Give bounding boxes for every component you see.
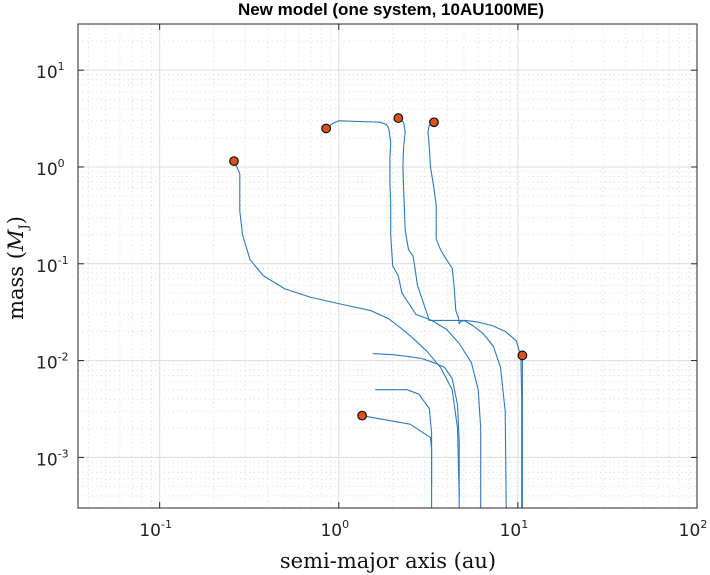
y-tick-label: 10-3 xyxy=(36,447,69,470)
x-axis-label: semi-major axis (au) xyxy=(280,549,496,573)
y-axis-label-text: mass xyxy=(4,266,28,320)
final-position-marker-2 xyxy=(321,123,332,134)
x-tick-base: 10 xyxy=(500,521,522,541)
x-tick-exponent: 2 xyxy=(700,518,707,531)
x-tick-label: 10-1 xyxy=(139,518,172,541)
x-tick-label: 101 xyxy=(500,518,529,541)
y-tick-exponent: -2 xyxy=(58,351,69,364)
chart-title: New model (one system, 10AU100ME) xyxy=(238,0,544,19)
y-axis-label-close-paren: ) xyxy=(4,216,28,224)
planet-track-4 xyxy=(233,160,460,496)
x-tick-exponent: 1 xyxy=(521,518,528,531)
y-tick-base: 10 xyxy=(36,160,58,180)
x-tick-exponent: -1 xyxy=(161,518,172,531)
y-tick-base: 10 xyxy=(36,354,58,374)
plot-area xyxy=(78,24,697,508)
y-axis-unit-subscript: J xyxy=(17,224,32,231)
y-tick-exponent: 1 xyxy=(58,60,65,73)
y-axis-unit-symbol: M xyxy=(4,229,28,252)
x-tick-label: 100 xyxy=(320,518,349,541)
y-tick-base: 10 xyxy=(36,257,58,277)
planet-track-6 xyxy=(427,121,507,509)
x-tick-base: 10 xyxy=(139,521,161,541)
y-tick-exponent: 0 xyxy=(58,157,65,170)
x-tick-labels: 10-1 100 101 102 xyxy=(139,24,707,541)
x-tick-base: 10 xyxy=(320,521,342,541)
y-axis-label-open-paren: ( xyxy=(4,251,28,266)
x-tick-label: 102 xyxy=(679,518,708,541)
final-position-marker-5 xyxy=(517,350,528,361)
x-tick-exponent: 0 xyxy=(342,518,349,531)
final-position-marker-1 xyxy=(229,156,239,167)
series-tracks xyxy=(233,117,523,509)
y-tick-label: 100 xyxy=(36,157,65,180)
y-tick-base: 10 xyxy=(36,450,58,470)
y-axis-label: mass (MJ) xyxy=(4,216,32,320)
planet-track-3 xyxy=(372,353,460,508)
y-tick-label: 10-1 xyxy=(36,254,69,277)
final-position-marker-6 xyxy=(357,410,368,421)
final-position-markers xyxy=(229,113,528,421)
y-tick-label: 101 xyxy=(36,60,65,83)
y-tick-exponent: -1 xyxy=(58,254,69,267)
final-position-marker-4 xyxy=(429,117,439,128)
plot-frame xyxy=(77,23,698,509)
planet-track-7 xyxy=(397,117,523,508)
y-tick-label: 10-2 xyxy=(36,351,69,374)
y-tick-base: 10 xyxy=(36,63,58,83)
y-tick-exponent: -3 xyxy=(58,447,69,460)
planet-track-5 xyxy=(325,120,482,508)
final-position-marker-3 xyxy=(393,113,404,123)
x-tick-base: 10 xyxy=(679,521,701,541)
planet-track-2 xyxy=(375,389,433,487)
